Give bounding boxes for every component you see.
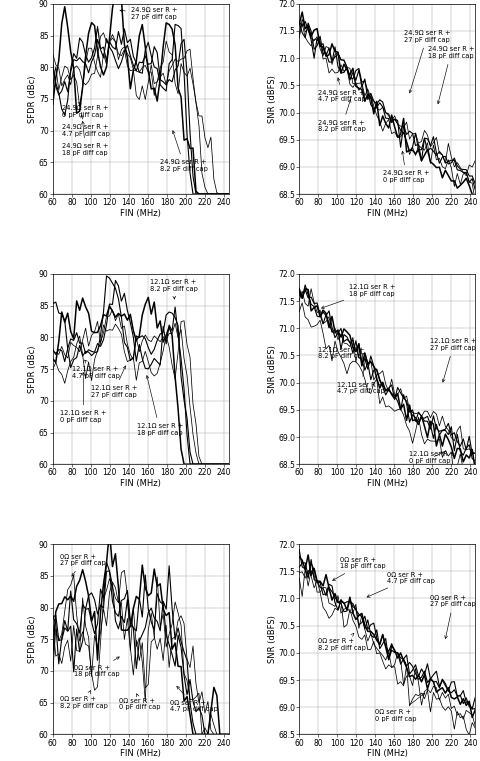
- Text: 0Ω ser R +
4.7 pF diff cap: 0Ω ser R + 4.7 pF diff cap: [170, 686, 218, 712]
- Text: 12.1Ω ser R +
0 pF diff cap: 12.1Ω ser R + 0 pF diff cap: [408, 451, 455, 464]
- X-axis label: FIN (MHz): FIN (MHz): [120, 749, 161, 758]
- Text: 0Ω ser R +
18 pF diff cap: 0Ω ser R + 18 pF diff cap: [74, 657, 120, 677]
- Text: 12.1Ω ser R +
18 pF diff cap: 12.1Ω ser R + 18 pF diff cap: [322, 284, 395, 308]
- X-axis label: FIN (MHz): FIN (MHz): [120, 479, 161, 488]
- X-axis label: FIN (MHz): FIN (MHz): [367, 209, 408, 218]
- Text: 0Ω ser R +
8.2 pF diff cap: 0Ω ser R + 8.2 pF diff cap: [318, 633, 366, 651]
- Text: 0Ω ser R +
4.7 pF diff cap: 0Ω ser R + 4.7 pF diff cap: [367, 572, 434, 597]
- Text: 24.9Ω ser R +
18 pF diff cap: 24.9Ω ser R + 18 pF diff cap: [428, 46, 474, 103]
- X-axis label: FIN (MHz): FIN (MHz): [120, 209, 161, 218]
- Text: 24.9Ω ser R +
0 pF diff cap: 24.9Ω ser R + 0 pF diff cap: [383, 151, 430, 183]
- Y-axis label: SNR (dBFS): SNR (dBFS): [268, 616, 276, 663]
- Text: 12.1Ω ser R +
8.2 pF diff cap: 12.1Ω ser R + 8.2 pF diff cap: [150, 279, 198, 299]
- Text: 0Ω ser R +
0 pF diff cap: 0Ω ser R + 0 pF diff cap: [375, 693, 425, 721]
- Y-axis label: SFDR (dBc): SFDR (dBc): [28, 75, 37, 123]
- Text: 24.9Ω ser R +
18 pF diff cap: 24.9Ω ser R + 18 pF diff cap: [62, 122, 109, 156]
- Text: 0Ω ser R +
27 pF diff cap: 0Ω ser R + 27 pF diff cap: [431, 595, 476, 638]
- Text: 0Ω ser R +
27 pF diff cap: 0Ω ser R + 27 pF diff cap: [60, 554, 106, 576]
- Text: 24.9Ω ser R +
27 pF diff cap: 24.9Ω ser R + 27 pF diff cap: [120, 7, 177, 20]
- Y-axis label: SFDR (dBc): SFDR (dBc): [28, 345, 37, 393]
- Y-axis label: SFDR (dBc): SFDR (dBc): [28, 616, 37, 663]
- Text: 12.1Ω ser R +
4.7 pF diff cap: 12.1Ω ser R + 4.7 pF diff cap: [337, 359, 385, 394]
- Text: 0Ω ser R +
8.2 pF diff cap: 0Ω ser R + 8.2 pF diff cap: [60, 690, 108, 709]
- Text: 12.1Ω ser R +
27 pF diff cap: 12.1Ω ser R + 27 pF diff cap: [91, 366, 137, 397]
- X-axis label: FIN (MHz): FIN (MHz): [367, 749, 408, 758]
- Text: 0Ω ser R +
0 pF diff cap: 0Ω ser R + 0 pF diff cap: [120, 694, 161, 710]
- Text: 12.1Ω ser R +
4.7 pF diff cap: 12.1Ω ser R + 4.7 pF diff cap: [72, 360, 120, 378]
- Text: 12.1Ω ser R +
27 pF diff cap: 12.1Ω ser R + 27 pF diff cap: [431, 339, 477, 382]
- Text: 24.9Ω ser R +
4.7 pF diff cap: 24.9Ω ser R + 4.7 pF diff cap: [318, 78, 366, 103]
- Text: 24.9Ω ser R +
27 pF diff cap: 24.9Ω ser R + 27 pF diff cap: [404, 30, 450, 93]
- Text: 24.9Ω ser R +
4.7 pF diff cap: 24.9Ω ser R + 4.7 pF diff cap: [62, 115, 110, 137]
- Text: 12.1Ω ser R +
18 pF diff cap: 12.1Ω ser R + 18 pF diff cap: [136, 376, 183, 435]
- Y-axis label: SNR (dBFS): SNR (dBFS): [268, 75, 276, 123]
- X-axis label: FIN (MHz): FIN (MHz): [367, 479, 408, 488]
- Text: 0Ω ser R +
18 pF diff cap: 0Ω ser R + 18 pF diff cap: [333, 557, 386, 581]
- Y-axis label: SNR (dBFS): SNR (dBFS): [268, 345, 276, 393]
- Text: 12.1Ω ser R +
8.2 pF diff cap: 12.1Ω ser R + 8.2 pF diff cap: [318, 332, 366, 359]
- Text: 24.9Ω ser R +
0 pF diff cap: 24.9Ω ser R + 0 pF diff cap: [62, 103, 109, 118]
- Text: 24.9Ω ser R +
8.2 pF diff cap: 24.9Ω ser R + 8.2 pF diff cap: [160, 131, 208, 172]
- Text: 24.9Ω ser R +
8.2 pF diff cap: 24.9Ω ser R + 8.2 pF diff cap: [318, 100, 366, 132]
- Text: 12.1Ω ser R +
0 pF diff cap: 12.1Ω ser R + 0 pF diff cap: [60, 373, 107, 423]
